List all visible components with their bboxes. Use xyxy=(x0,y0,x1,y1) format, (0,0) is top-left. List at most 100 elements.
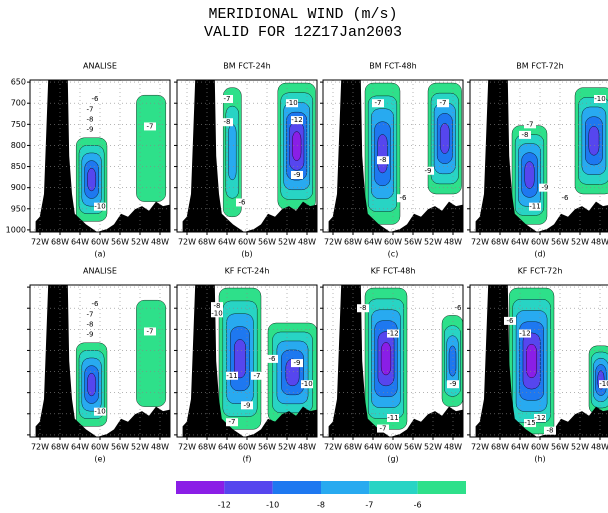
x-tick-label: 56W xyxy=(258,238,276,247)
x-tick-label: 48W xyxy=(444,443,462,452)
contour-label-box xyxy=(144,122,156,131)
contour-label-box xyxy=(84,330,96,339)
x-tick-label: 52W xyxy=(424,443,442,452)
contour-label-box xyxy=(221,118,233,127)
panel-title: KF FCT-24h xyxy=(225,267,270,276)
x-tick-label: 56W xyxy=(258,443,276,452)
x-tick-label: 68W xyxy=(344,238,362,247)
contour-label-box xyxy=(84,125,96,134)
contour-label: -6 xyxy=(455,304,463,312)
x-tick-label: 64W xyxy=(364,238,382,247)
terrain xyxy=(470,80,608,232)
plot-frame xyxy=(469,79,608,233)
contour-label-box xyxy=(241,401,253,410)
plot-frame xyxy=(29,284,171,438)
panel: ANALISE (a) 72W 68W 64W 60W 56W 52W 48W 650 700 750… xyxy=(6,62,171,259)
panel: KF FCT-48h (g) 72W 68W 64W 60W 56W 52W 48W -8 -12 -… xyxy=(320,267,464,464)
shading xyxy=(136,94,166,202)
y-tick-label: 1000 xyxy=(6,225,26,234)
contour-label-box xyxy=(251,371,263,380)
contour-label: -9 xyxy=(244,401,251,409)
shading xyxy=(526,343,537,379)
y-tick-label: 900 xyxy=(11,183,26,192)
shading xyxy=(234,339,246,379)
shading xyxy=(87,372,97,397)
panel-label: (c) xyxy=(388,250,399,259)
x-tick-label: 68W xyxy=(491,238,509,247)
x-tick-label: 52W xyxy=(278,443,296,452)
panel: BM FCT-72h (d) 72W 68W 64W 60W 56W 52W 48W -7 -8 -9… xyxy=(467,62,608,259)
x-tick-label: 72W xyxy=(178,238,196,247)
panel-title: ANALISE xyxy=(83,62,117,71)
x-tick-label: 60W xyxy=(384,443,402,452)
y-tick-label: 650 xyxy=(11,78,26,87)
contour-label-box xyxy=(594,95,606,103)
panel: KF FCT-24h(f)72W 68W 64W 60W 56W 52W 48W-8-10-… xyxy=(174,267,318,464)
x-tick-label: 56W xyxy=(551,443,569,452)
x-tick-label: 68W xyxy=(198,443,216,452)
contour-label-box xyxy=(94,202,106,211)
contour-label: -9 xyxy=(450,380,457,388)
shading xyxy=(228,124,237,181)
x-tick-label: 64W xyxy=(71,443,89,452)
contour-label: -6 xyxy=(269,355,277,363)
panel-label: (a) xyxy=(94,250,105,259)
panel-label: (b) xyxy=(241,250,252,259)
contour-label: -8 xyxy=(87,320,94,328)
x-tick-label: 52W xyxy=(424,238,442,247)
colorbar-label: -8 xyxy=(317,501,325,510)
shading xyxy=(448,345,457,377)
contour-label-box xyxy=(301,380,313,389)
contour-label: -9 xyxy=(294,359,301,367)
contour-label: -7 xyxy=(224,95,231,103)
shading xyxy=(292,131,302,161)
contour-label-box xyxy=(211,309,223,318)
contour-label: -12 xyxy=(291,116,302,124)
x-tick-label: 60W xyxy=(91,443,109,452)
contour-label-box xyxy=(84,115,96,124)
contour-label: -7 xyxy=(87,106,94,114)
panel-label: (g) xyxy=(387,455,398,464)
x-tick-label: 72W xyxy=(471,238,489,247)
y-tick-label: 700 xyxy=(11,99,26,108)
x-tick-label: 48W xyxy=(151,238,169,247)
x-tick-label: 72W xyxy=(178,443,196,452)
contour-label: -6 xyxy=(400,194,408,202)
shading xyxy=(377,134,388,174)
x-tick-label: 56W xyxy=(111,443,129,452)
x-tick-label: 68W xyxy=(491,443,509,452)
colorbar-swatch xyxy=(417,481,466,494)
panel-title: ANALISE xyxy=(83,267,117,276)
contour-label: -7 xyxy=(380,425,387,433)
contour-label-box xyxy=(94,407,106,416)
panel-title: BM FCT-72h xyxy=(516,62,563,71)
x-tick-label: 52W xyxy=(278,238,296,247)
colorbar-swatch xyxy=(272,481,321,494)
x-tick-label: 60W xyxy=(384,238,402,247)
contour-label-box xyxy=(544,426,556,435)
contour-label: -10 xyxy=(301,380,312,388)
x-tick-label: 72W xyxy=(31,238,49,247)
contour-label: -9 xyxy=(542,184,549,192)
contour-label-box xyxy=(221,95,233,103)
panel-label: (h) xyxy=(534,455,545,464)
x-tick-label: 72W xyxy=(31,443,49,452)
contour-label-box xyxy=(422,166,434,175)
contour-label-box xyxy=(291,116,303,125)
terrain xyxy=(177,80,317,232)
x-tick-label: 60W xyxy=(531,443,549,452)
contour-label: -8 xyxy=(214,302,221,310)
x-tick-label: 52W xyxy=(131,238,149,247)
contour-label: -10 xyxy=(94,203,105,211)
contour-label: -7 xyxy=(147,327,154,335)
contour-label-box xyxy=(236,198,248,207)
contour-label: -9 xyxy=(425,167,432,175)
contour-label-box xyxy=(291,359,303,368)
contour-label: -9 xyxy=(87,125,94,133)
contour-label: -6 xyxy=(92,95,100,103)
colorbar-label: -7 xyxy=(365,501,373,510)
terrain xyxy=(323,285,463,437)
x-tick-label: 68W xyxy=(344,443,362,452)
chart-title: MERIDIONAL WIND (m/s) xyxy=(208,6,397,23)
